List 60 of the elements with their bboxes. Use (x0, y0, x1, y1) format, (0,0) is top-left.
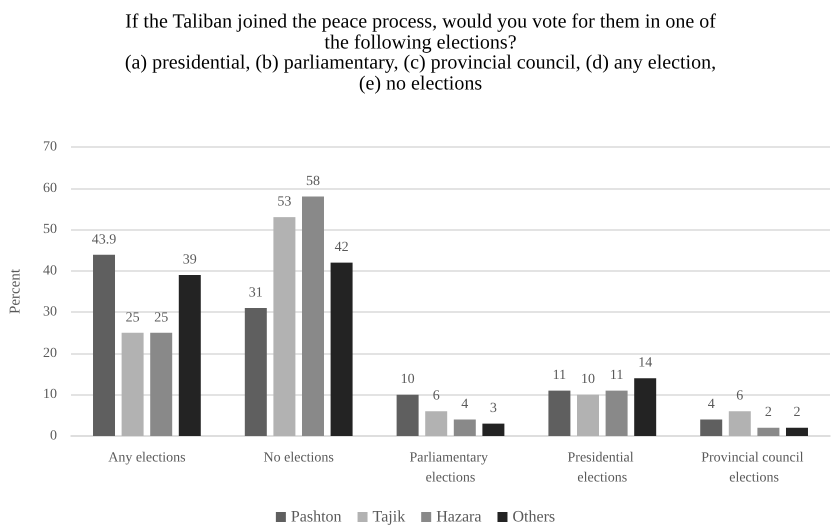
data-label: 25 (126, 310, 140, 326)
x-tick-label: Presidential elections (567, 450, 638, 486)
data-label: 25 (154, 310, 168, 326)
chart-title: If the Taliban joined the peace process, would you vote for them in one of the following elections? (125, 10, 716, 54)
data-label: 14 (638, 356, 652, 371)
bar (178, 274, 201, 436)
y-tick-label: 10 (43, 387, 57, 402)
bar (302, 196, 324, 436)
bar (700, 419, 722, 436)
bar (150, 332, 172, 436)
data-label: 2 (793, 405, 800, 420)
data-label: 6 (432, 388, 440, 404)
bar (482, 424, 504, 436)
data-label: 11 (552, 368, 566, 384)
data-label: 4 (708, 396, 715, 412)
data-label: 6 (736, 388, 744, 404)
data-label: 42 (334, 240, 349, 256)
bar (330, 262, 353, 436)
bar (425, 411, 448, 436)
x-tick-label: Provincial council elections (701, 450, 807, 486)
bar (122, 332, 144, 436)
x-tick-label: Parliamentary elections (409, 450, 492, 486)
legend-label: Pashton (290, 508, 342, 526)
chart-subtitle: (a) presidential, (b) parliamentary, (c) provincial council, (d) any election, (e) no elections (124, 52, 716, 94)
x-tick-label: Any elections (108, 450, 186, 466)
legend-label: Tajik (372, 508, 406, 526)
x-tick-label: No elections (264, 450, 334, 466)
bar (93, 254, 116, 436)
data-label: 39 (182, 252, 197, 268)
bar (577, 394, 599, 436)
data-label: 10 (400, 372, 415, 388)
y-tick-label: 60 (43, 180, 57, 196)
y-tick-label: 40 (43, 263, 57, 278)
data-label: 53 (277, 194, 292, 210)
bar (606, 390, 628, 436)
bar (548, 390, 570, 436)
data-label: 31 (248, 286, 263, 301)
y-tick-label: 50 (43, 222, 57, 238)
y-tick-label: 70 (43, 140, 57, 154)
bar (244, 308, 267, 436)
bar (396, 394, 419, 436)
bar (634, 378, 656, 436)
data-label: 11 (610, 368, 624, 384)
bar (728, 411, 751, 436)
data-label: 43.9 (92, 232, 116, 248)
data-label: 58 (306, 174, 320, 190)
bar (757, 428, 780, 436)
y-tick-label: 20 (43, 346, 57, 361)
y-axis-title: Percent (8, 268, 24, 314)
data-label: 3 (490, 401, 497, 416)
y-tick-label: 0 (50, 428, 57, 444)
data-label: 10 (581, 372, 596, 388)
y-tick-label: 30 (43, 304, 57, 320)
legend-label: Others (512, 508, 556, 526)
data-label: 4 (461, 396, 468, 412)
bar (454, 419, 476, 436)
legend-label: Hazara (436, 508, 482, 526)
bar (273, 217, 296, 436)
data-label: 2 (764, 405, 772, 420)
bar (786, 428, 808, 436)
